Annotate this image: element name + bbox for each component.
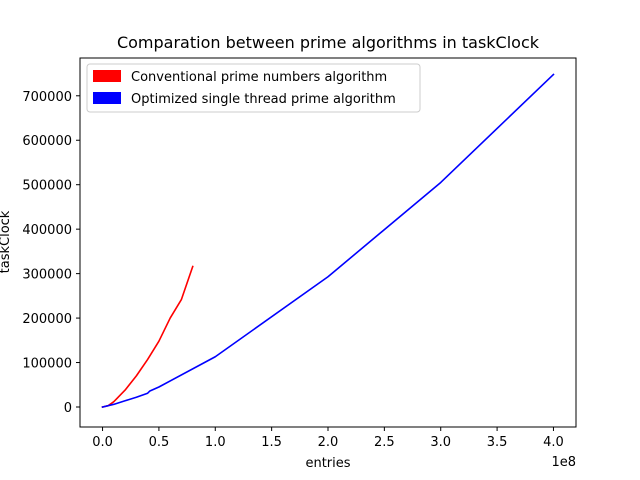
x-tick-label: 1.5 <box>261 435 282 450</box>
x-tick-label: 0.0 <box>92 435 113 450</box>
x-axis-offset-label: 1e8 <box>551 455 576 470</box>
legend-label-optimized: Optimized single thread prime algorithm <box>131 92 396 107</box>
y-tick-label: 600000 <box>22 134 72 149</box>
x-axis: 0.0 0.5 1.0 1.5 2.0 2.5 3.0 3.5 4.0 <box>92 427 564 450</box>
y-tick-label: 0 <box>64 401 72 416</box>
legend: Conventional prime numbers algorithm Opt… <box>86 63 421 113</box>
series-line-1 <box>101 73 555 408</box>
series-line-0 <box>101 265 194 408</box>
chart-title: Comparation between prime algorithms in … <box>117 33 540 52</box>
legend-label-conventional: Conventional prime numbers algorithm <box>131 70 387 85</box>
legend-swatch-conventional <box>93 70 121 82</box>
x-tick-label: 3.5 <box>487 435 508 450</box>
y-tick-label: 700000 <box>22 90 72 105</box>
x-tick-label: 3.0 <box>430 435 451 450</box>
x-tick-label: 2.0 <box>318 435 339 450</box>
y-tick-label: 400000 <box>22 223 72 238</box>
x-tick-label: 2.5 <box>374 435 395 450</box>
y-tick-label: 100000 <box>22 357 72 372</box>
x-tick-label: 1.0 <box>205 435 226 450</box>
y-axis: 0 100000 200000 300000 400000 500000 600000 700… <box>22 90 80 416</box>
legend-box <box>86 63 421 113</box>
x-axis-label: entries <box>305 456 350 471</box>
plot-series <box>101 73 555 408</box>
y-tick-label: 200000 <box>22 312 72 327</box>
legend-swatch-optimized <box>93 92 121 104</box>
y-tick-label: 300000 <box>22 268 72 283</box>
y-tick-label: 500000 <box>22 179 72 194</box>
x-tick-label: 0.5 <box>149 435 170 450</box>
y-axis-label: taskClock <box>0 210 13 273</box>
x-tick-label: 4.0 <box>543 435 564 450</box>
